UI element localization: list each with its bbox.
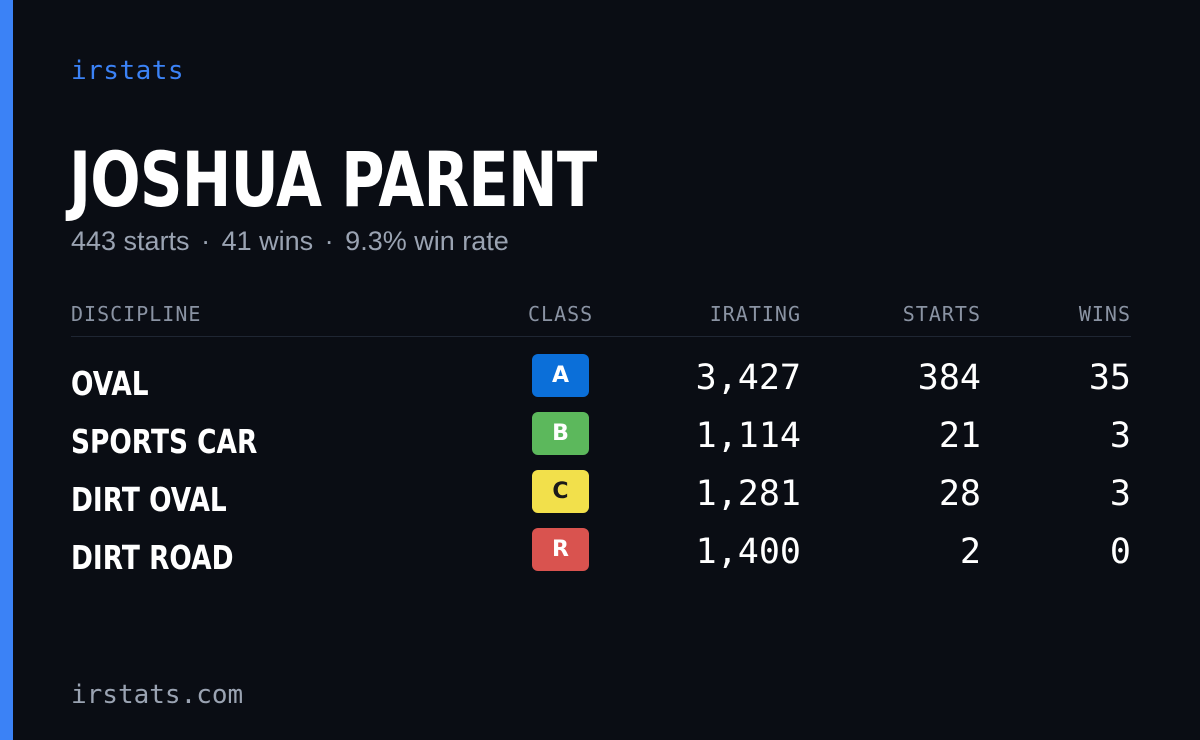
- wins-value: 3: [1109, 416, 1131, 456]
- header-discipline: DISCIPLINE: [71, 302, 202, 326]
- table-row: DIRT ROAD R 1,400 2 0: [71, 526, 1131, 584]
- wins-value: 3: [1109, 474, 1131, 514]
- summary-separator: ·: [201, 226, 211, 256]
- driver-name: JOSHUA PARENT: [69, 135, 597, 224]
- wins-value: 35: [1088, 358, 1131, 398]
- summary-win-rate: 9.3% win rate: [345, 226, 509, 256]
- license-class-badge: C: [532, 470, 589, 513]
- summary-separator: ·: [324, 226, 334, 256]
- brand-logo: irstats: [71, 56, 185, 86]
- accent-bar: [0, 0, 13, 740]
- footer-url: irstats.com: [71, 680, 244, 710]
- irating-value: 1,114: [695, 416, 801, 456]
- wins-value: 0: [1109, 532, 1131, 572]
- header-wins: WINS: [1078, 302, 1131, 326]
- discipline-name: OVAL: [71, 364, 149, 403]
- starts-value: 21: [938, 416, 981, 456]
- license-class-badge: B: [532, 412, 589, 455]
- starts-value: 2: [959, 532, 981, 572]
- header-starts: STARTS: [902, 302, 981, 326]
- table-row: DIRT OVAL C 1,281 28 3: [71, 468, 1131, 526]
- starts-value: 28: [938, 474, 981, 514]
- starts-value: 384: [917, 358, 981, 398]
- discipline-name: DIRT ROAD: [71, 538, 234, 577]
- license-class-badge: A: [532, 354, 589, 397]
- stats-table-body: OVAL A 3,427 384 35 SPORTS CAR B 1,114 2…: [71, 352, 1131, 584]
- table-row: SPORTS CAR B 1,114 21 3: [71, 410, 1131, 468]
- stats-table-header: DISCIPLINE CLASS IRATING STARTS WINS: [71, 300, 1131, 337]
- table-row: OVAL A 3,427 384 35: [71, 352, 1131, 410]
- irating-value: 1,400: [695, 532, 801, 572]
- discipline-name: SPORTS CAR: [71, 422, 258, 461]
- irating-value: 3,427: [695, 358, 801, 398]
- header-class: CLASS: [528, 302, 594, 326]
- header-irating: IRATING: [709, 302, 801, 326]
- discipline-name: DIRT OVAL: [71, 480, 227, 519]
- summary-starts: 443 starts: [71, 226, 190, 256]
- summary-wins: 41 wins: [221, 226, 314, 256]
- license-class-badge: R: [532, 528, 589, 571]
- driver-summary: 443 starts · 41 wins · 9.3% win rate: [71, 226, 509, 257]
- irating-value: 1,281: [695, 474, 801, 514]
